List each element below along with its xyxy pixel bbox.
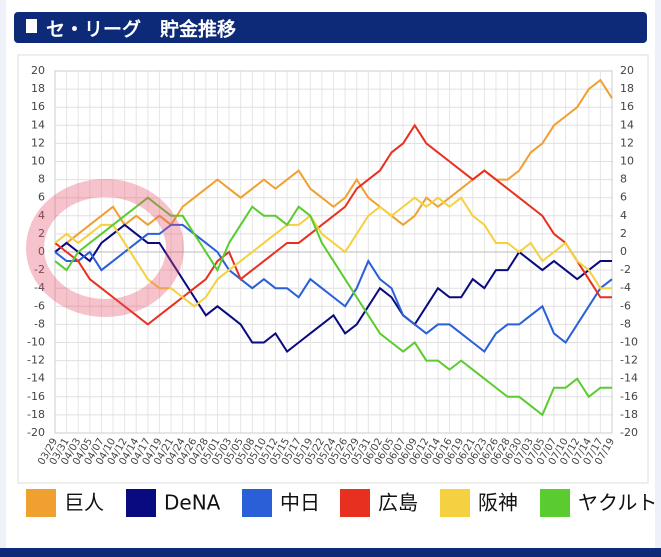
highlight-ring bbox=[26, 179, 184, 317]
legend-label: 阪神 bbox=[478, 491, 518, 515]
legend-swatch bbox=[440, 489, 470, 517]
y-tick-label: -10 bbox=[27, 336, 45, 349]
series-line bbox=[54, 78, 613, 253]
y-tick-label: -8 bbox=[34, 317, 45, 330]
header-title: セ・リーグ 貯金推移 bbox=[46, 18, 236, 41]
y2-tick-label: 4 bbox=[620, 209, 627, 222]
series-line bbox=[54, 223, 613, 354]
y2-tick-label: -4 bbox=[620, 281, 631, 294]
y2-tick-label: -10 bbox=[620, 336, 638, 349]
y-tick-label: -2 bbox=[34, 263, 45, 276]
y2-tick-label: 2 bbox=[620, 227, 627, 240]
y2-tick-label: 14 bbox=[620, 118, 634, 131]
y-tick-label: 18 bbox=[31, 82, 45, 95]
legend-label: ヤクルト bbox=[578, 491, 657, 515]
y-tick-label: 2 bbox=[38, 227, 45, 240]
footer-bar bbox=[0, 548, 661, 557]
y2-tick-label: 20 bbox=[620, 64, 634, 77]
legend-swatch bbox=[126, 489, 156, 517]
y-tick-label: 12 bbox=[31, 136, 45, 149]
y2-tick-label: 12 bbox=[620, 136, 634, 149]
series-line bbox=[54, 123, 612, 326]
doc-icon bbox=[26, 19, 37, 33]
y-tick-label: 20 bbox=[31, 64, 45, 77]
legend-label: 広島 bbox=[378, 491, 418, 515]
y2-tick-label: -12 bbox=[620, 354, 638, 367]
y-tick-label: -16 bbox=[27, 390, 45, 403]
y2-tick-label: -14 bbox=[620, 372, 638, 385]
legend-label: 中日 bbox=[280, 491, 320, 515]
y-tick-label: 6 bbox=[38, 191, 45, 204]
y-tick-label: 0 bbox=[38, 245, 45, 258]
legend-label: 巨人 bbox=[64, 491, 104, 515]
y2-tick-label: 18 bbox=[620, 82, 634, 95]
y2-tick-label: 8 bbox=[620, 173, 627, 186]
y2-tick-label: -8 bbox=[620, 317, 631, 330]
y2-tick-label: -18 bbox=[620, 408, 638, 421]
legend-swatch bbox=[540, 489, 570, 517]
legend: 巨人 DeNA 中日 広島 阪神 ヤクルト bbox=[26, 489, 657, 517]
y-tick-label: 16 bbox=[31, 100, 45, 113]
y-tick-label: 4 bbox=[38, 209, 45, 222]
y2-tick-label: -16 bbox=[620, 390, 638, 403]
y-tick-label: -6 bbox=[34, 299, 45, 312]
y-tick-label: 8 bbox=[38, 173, 45, 186]
y2-tick-label: 0 bbox=[620, 245, 627, 258]
y-tick-label: 10 bbox=[31, 155, 45, 168]
y-tick-label: -18 bbox=[27, 408, 45, 421]
series-line bbox=[54, 196, 612, 308]
legend-swatch bbox=[340, 489, 370, 517]
y-tick-label: -4 bbox=[34, 281, 45, 294]
series-line bbox=[54, 196, 612, 417]
legend-swatch bbox=[26, 489, 56, 517]
y-tick-label: 14 bbox=[31, 118, 45, 131]
y-tick-label: -14 bbox=[27, 372, 45, 385]
y-tick-label: -12 bbox=[27, 354, 45, 367]
y2-tick-label: 6 bbox=[620, 191, 627, 204]
y2-tick-label: 10 bbox=[620, 155, 634, 168]
legend-swatch bbox=[242, 489, 272, 517]
y2-tick-label: -6 bbox=[620, 299, 631, 312]
header-bar bbox=[14, 12, 647, 43]
legend-label: DeNA bbox=[164, 491, 221, 515]
y2-tick-label: -20 bbox=[620, 426, 638, 439]
y2-tick-label: -2 bbox=[620, 263, 631, 276]
y2-tick-label: 16 bbox=[620, 100, 634, 113]
y-tick-label: -20 bbox=[27, 426, 45, 439]
